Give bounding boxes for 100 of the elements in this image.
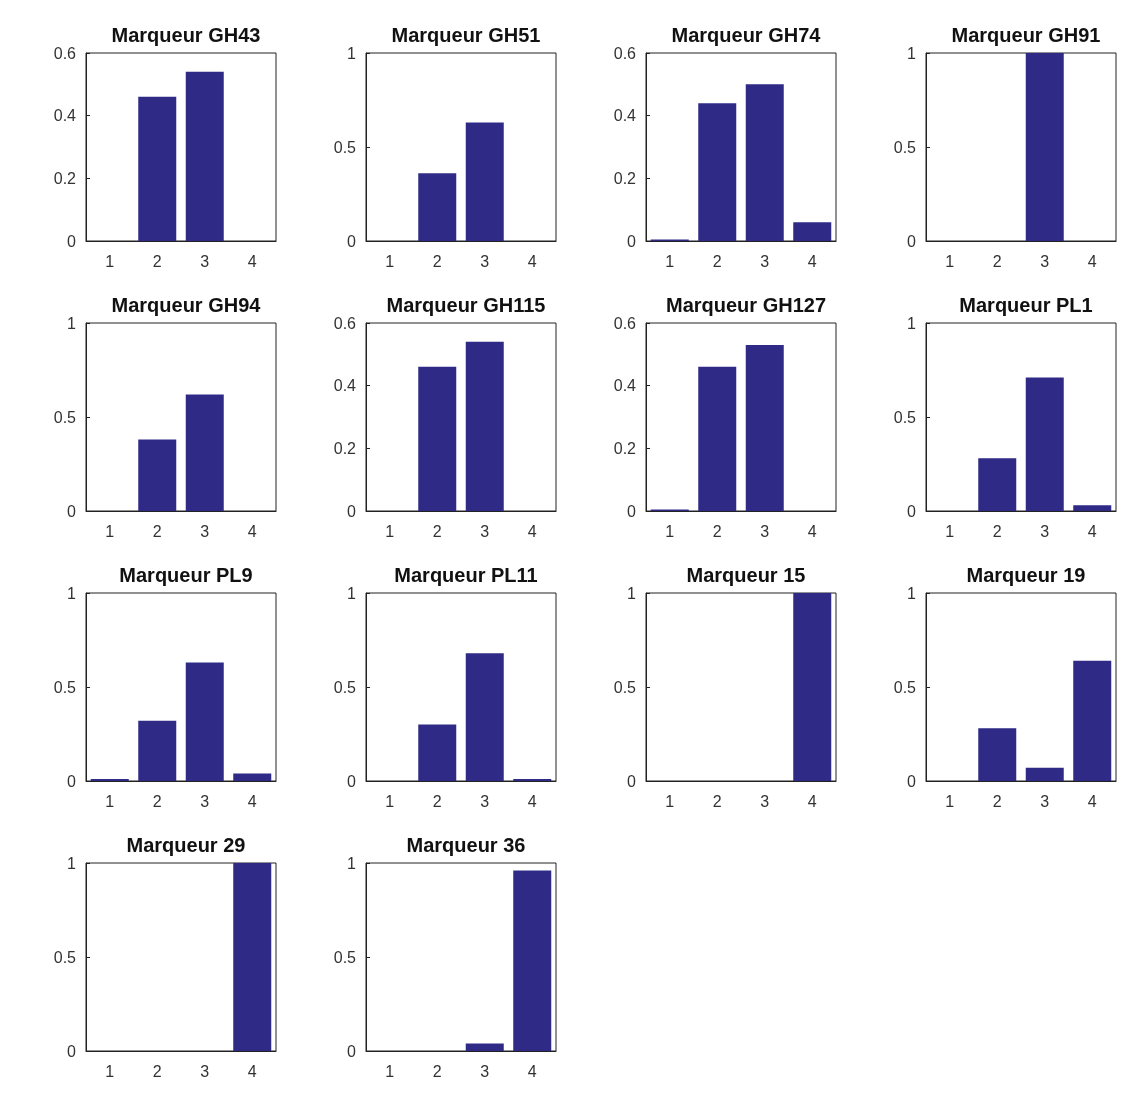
x-tick-label: 2 xyxy=(712,522,722,540)
bar xyxy=(745,84,784,241)
x-tick-label: 2 xyxy=(432,522,442,540)
y-tick-label: 0.5 xyxy=(893,678,917,696)
x-tick-label: 1 xyxy=(945,252,955,270)
y-tick-label: 0 xyxy=(907,502,917,520)
chart-title: Marqueur PL11 xyxy=(394,564,538,586)
bar xyxy=(185,662,224,781)
x-tick-label: 3 xyxy=(200,1062,210,1080)
x-tick-label: 3 xyxy=(760,522,770,540)
bar xyxy=(978,728,1017,781)
y-tick-label: 0 xyxy=(627,232,637,250)
y-tick-label: 0.4 xyxy=(53,107,77,125)
y-tick-label: 1 xyxy=(907,584,917,602)
x-tick-label: 4 xyxy=(527,522,537,540)
chart-title: Marqueur PL1 xyxy=(959,294,1093,316)
x-tick-label: 1 xyxy=(385,792,395,810)
chart-title: Marqueur GH43 xyxy=(111,24,261,46)
x-tick-label: 3 xyxy=(480,522,490,540)
y-tick-label: 0.2 xyxy=(333,439,357,457)
chart-title: Marqueur GH74 xyxy=(671,24,822,46)
chart-title: Marqueur GH94 xyxy=(111,294,262,316)
x-tick-label: 4 xyxy=(527,792,537,810)
y-tick-label: 0.6 xyxy=(613,314,637,332)
x-tick-label: 1 xyxy=(105,522,115,540)
x-tick-label: 1 xyxy=(385,252,395,270)
x-tick-label: 4 xyxy=(247,1062,257,1080)
y-tick-label: 0.5 xyxy=(53,948,77,966)
y-tick-label: 1 xyxy=(67,314,77,332)
x-tick-label: 1 xyxy=(945,522,955,540)
y-tick-label: 0.5 xyxy=(893,138,917,156)
y-tick-label: 0 xyxy=(347,1042,357,1060)
y-tick-label: 1 xyxy=(907,314,917,332)
y-tick-label: 0.5 xyxy=(613,678,637,696)
x-tick-label: 4 xyxy=(247,252,257,270)
x-tick-label: 3 xyxy=(200,252,210,270)
chart-title: Marqueur 36 xyxy=(406,834,526,856)
bar xyxy=(793,222,832,241)
x-tick-label: 2 xyxy=(992,792,1002,810)
y-tick-label: 0.4 xyxy=(333,377,357,395)
x-tick-label: 4 xyxy=(807,522,817,540)
x-tick-label: 1 xyxy=(945,792,955,810)
y-tick-label: 1 xyxy=(627,584,637,602)
chart-title: Marqueur GH51 xyxy=(391,24,541,46)
x-tick-label: 2 xyxy=(712,252,722,270)
bar xyxy=(745,344,784,511)
x-tick-label: 3 xyxy=(760,252,770,270)
x-tick-label: 3 xyxy=(480,792,490,810)
bar xyxy=(1073,660,1112,781)
y-tick-label: 0 xyxy=(347,502,357,520)
y-tick-label: 0.6 xyxy=(53,44,77,62)
chart-title: Marqueur GH91 xyxy=(951,24,1101,46)
x-tick-label: 4 xyxy=(1087,522,1097,540)
chart-title: Marqueur GH115 xyxy=(386,294,546,316)
y-tick-label: 0.5 xyxy=(53,678,77,696)
x-tick-label: 3 xyxy=(1040,522,1050,540)
x-tick-label: 2 xyxy=(432,1062,442,1080)
x-tick-label: 3 xyxy=(1040,252,1050,270)
bar xyxy=(1025,377,1064,511)
y-tick-label: 0 xyxy=(907,772,917,790)
y-tick-label: 0.2 xyxy=(53,169,77,187)
bar xyxy=(465,653,504,781)
y-tick-label: 0.2 xyxy=(613,439,637,457)
x-tick-label: 4 xyxy=(1087,252,1097,270)
bar xyxy=(138,720,177,781)
y-tick-label: 0 xyxy=(67,502,77,520)
y-tick-label: 0 xyxy=(67,772,77,790)
y-tick-label: 0 xyxy=(67,1042,77,1060)
x-tick-label: 1 xyxy=(385,1062,395,1080)
x-tick-label: 2 xyxy=(992,252,1002,270)
x-tick-label: 2 xyxy=(432,252,442,270)
chart-title: Marqueur 15 xyxy=(686,564,806,586)
x-tick-label: 3 xyxy=(760,792,770,810)
y-tick-label: 0.5 xyxy=(333,948,357,966)
y-tick-label: 1 xyxy=(347,854,357,872)
y-tick-label: 0 xyxy=(67,232,77,250)
x-tick-label: 4 xyxy=(247,792,257,810)
y-tick-label: 1 xyxy=(907,44,917,62)
bar xyxy=(1025,767,1064,781)
chart-title: Marqueur GH127 xyxy=(665,294,827,316)
y-tick-label: 1 xyxy=(67,584,77,602)
bar xyxy=(698,366,737,511)
x-tick-label: 1 xyxy=(105,792,115,810)
bar xyxy=(418,724,457,781)
chart-title: Marqueur PL9 xyxy=(119,564,253,586)
x-tick-label: 4 xyxy=(527,252,537,270)
y-tick-label: 0 xyxy=(627,502,637,520)
x-tick-label: 3 xyxy=(1040,792,1050,810)
x-tick-label: 3 xyxy=(200,792,210,810)
y-tick-label: 0 xyxy=(347,232,357,250)
y-tick-label: 0.6 xyxy=(613,44,637,62)
chart-title: Marqueur 29 xyxy=(126,834,246,856)
bar xyxy=(233,773,272,781)
y-tick-label: 0.5 xyxy=(333,138,357,156)
x-tick-label: 2 xyxy=(152,792,162,810)
x-tick-label: 4 xyxy=(807,252,817,270)
bar xyxy=(978,458,1017,511)
y-tick-label: 0 xyxy=(627,772,637,790)
bar xyxy=(698,103,737,241)
y-tick-label: 1 xyxy=(347,44,357,62)
